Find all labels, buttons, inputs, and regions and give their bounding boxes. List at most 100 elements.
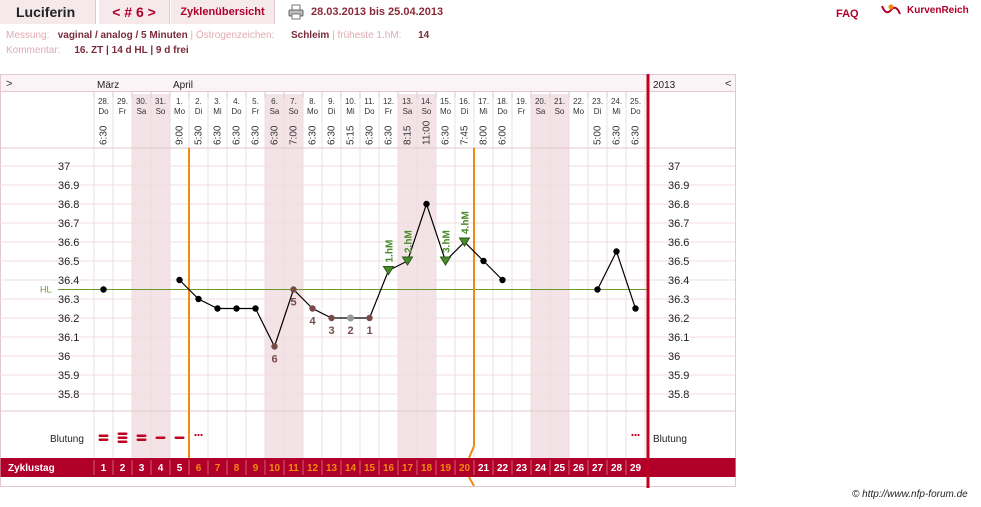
high-measurement-point [439, 256, 452, 266]
day-weekday: Mi [346, 107, 355, 116]
high-measurement-label: 3.hM [442, 230, 453, 253]
day-time: 6:30 [612, 125, 623, 145]
temp-axis-label-right: 36.6 [668, 237, 689, 249]
cycle-day-number: 20 [459, 463, 471, 474]
user-name: Luciferin [0, 0, 96, 24]
cycle-day-number: 4 [158, 463, 164, 474]
temp-axis-label-left: 36.6 [58, 237, 79, 249]
day-date: 10. [345, 97, 356, 106]
day-date: 13. [402, 97, 413, 106]
cycle-nav[interactable]: < # 6 > [99, 0, 170, 24]
month-label: April [173, 80, 193, 91]
day-weekday: So [555, 107, 565, 116]
day-date: 31. [155, 97, 166, 106]
day-time: 6:00 [498, 125, 509, 145]
kurvenreich-logo[interactable]: KurvenReich [907, 5, 969, 16]
cycle-day-number: 13 [326, 463, 338, 474]
low-measurement-point [309, 305, 316, 312]
day-date: 2. [195, 97, 202, 106]
measurement-point [195, 295, 202, 303]
cycle-day-number: 2 [120, 463, 126, 474]
day-date: 6. [271, 97, 278, 106]
day-time: 5:15 [346, 125, 357, 145]
spotting-mark [194, 433, 197, 437]
kurvenreich-logo-icon [881, 4, 901, 15]
high-measurement-label: 4.hM [461, 211, 472, 234]
cycle-day-number: 26 [573, 463, 585, 474]
spotting-mark [197, 433, 200, 437]
day-weekday: Sa [270, 107, 280, 116]
day-date: 14. [421, 97, 432, 106]
day-weekday: Di [328, 107, 336, 116]
day-date: 11. [364, 97, 375, 106]
date-range: 28.03.2013 bis 25.04.2013 [311, 6, 444, 18]
weekend-column [398, 94, 417, 458]
spotting-mark [631, 433, 634, 437]
temp-axis-label-right: 36.4 [668, 275, 689, 287]
cycle-day-bar [0, 458, 736, 477]
high-measurement-label: 1.hM [385, 240, 396, 263]
cycle-overview-link[interactable]: Zyklenübersicht [171, 0, 275, 24]
year-label: 2013 [653, 80, 676, 91]
cycle-day-label: Zyklustag [8, 463, 55, 474]
day-time: 6:30 [308, 125, 319, 145]
day-date: 7. [290, 97, 297, 106]
left-arrow-button[interactable]: > [6, 78, 12, 90]
day-weekday: Do [630, 107, 641, 116]
high-measurement-point [382, 266, 395, 276]
low-count-label: 1 [366, 325, 372, 337]
cycle-day-number: 9 [253, 463, 259, 474]
faq-link[interactable]: FAQ [836, 8, 859, 20]
cycle-day-number: 8 [234, 463, 240, 474]
measurement-point [252, 305, 259, 312]
day-weekday: Fr [252, 107, 260, 116]
day-date: 29. [117, 97, 128, 106]
day-weekday: Di [195, 107, 203, 116]
excluded-measurement-point [347, 314, 354, 322]
temp-axis-label-right: 36.7 [668, 218, 689, 230]
day-time: 6:30 [251, 125, 262, 145]
day-date: 30. [136, 97, 147, 106]
cycle-day-number: 24 [535, 463, 547, 474]
day-weekday: Sa [403, 107, 413, 116]
cycle-day-number: 21 [478, 463, 490, 474]
temp-axis-label-left: 36.2 [58, 313, 79, 325]
day-weekday: Mo [440, 107, 452, 116]
weekend-column [151, 94, 170, 458]
month-label: März [97, 80, 119, 91]
day-weekday: Fr [385, 107, 393, 116]
right-arrow-button[interactable]: < [725, 78, 731, 90]
temp-axis-label-right: 35.9 [668, 370, 689, 382]
temp-axis-label-left: 36.1 [58, 332, 79, 344]
messung-value: vaginal / analog / 5 Minuten [57, 30, 188, 41]
low-count-label: 6 [271, 354, 277, 366]
measurement-point [100, 286, 107, 293]
weekend-column [550, 94, 569, 458]
bleeding-mark [98, 438, 109, 441]
cycle-day-number: 11 [288, 463, 299, 474]
day-date: 24. [611, 97, 622, 106]
measurement-point [423, 200, 430, 208]
bleeding-mark [136, 434, 147, 437]
measurement-point [632, 305, 639, 312]
day-date: 8. [309, 97, 316, 106]
temp-axis-label-left: 37 [58, 161, 70, 173]
kommentar-value: 16. ZT | 14 d HL | 9 d frei [74, 45, 189, 56]
temp-axis-label-right: 36 [668, 351, 680, 363]
bleeding-mark [117, 432, 128, 435]
cycle-day-number: 23 [516, 463, 528, 474]
day-time: 6:30 [441, 125, 452, 145]
day-weekday: Do [98, 107, 109, 116]
day-date: 20. [535, 97, 546, 106]
day-weekday: Mi [213, 107, 222, 116]
printer-icon[interactable] [288, 4, 304, 20]
day-weekday: So [422, 107, 432, 116]
comment-info: Kommentar: 16. ZT | 14 d HL | 9 d frei [6, 45, 189, 56]
temp-axis-label-right: 37 [668, 161, 680, 173]
day-date: 1. [176, 97, 183, 106]
copyright: © http://www.nfp-forum.de [852, 489, 968, 500]
spotting-mark [637, 433, 640, 437]
cycle-day-number: 5 [177, 463, 183, 474]
day-date: 9. [328, 97, 335, 106]
temp-axis-label-right: 36.5 [668, 256, 689, 268]
